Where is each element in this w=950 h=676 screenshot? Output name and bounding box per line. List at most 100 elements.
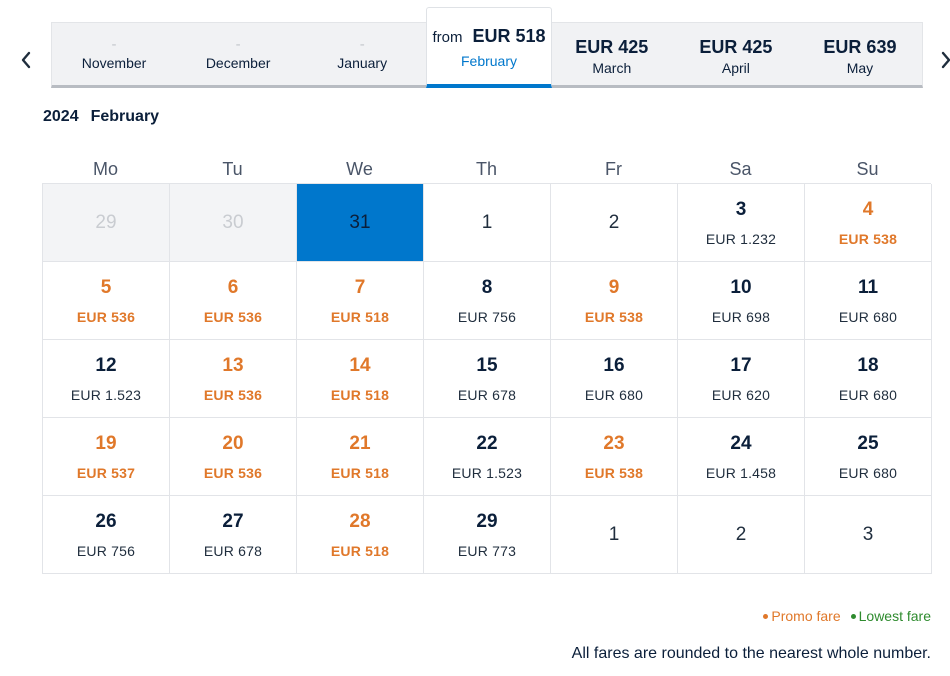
day-cell[interactable]: 15 EUR 678 <box>424 340 551 418</box>
calendar-heading: 2024 February <box>43 108 171 126</box>
day-cell[interactable]: 2 <box>678 496 805 574</box>
month-name: January <box>337 55 388 71</box>
weekday-label: Tu <box>222 159 243 179</box>
day-cell[interactable]: 4 EUR 538 <box>805 184 932 262</box>
day-cell[interactable]: 23 EUR 538 <box>551 418 678 496</box>
day-number: 29 <box>95 211 117 233</box>
month-name: February <box>460 53 518 69</box>
next-month-button[interactable] <box>936 44 950 76</box>
day-number: 18 <box>857 354 879 376</box>
month-price: - <box>235 36 241 53</box>
day-fare: EUR 538 <box>838 230 898 247</box>
day-cell[interactable]: 27 EUR 678 <box>170 496 297 574</box>
day-number: 12 <box>95 354 117 376</box>
month-price: EUR 425 <box>575 37 649 57</box>
day-number: 7 <box>354 276 366 298</box>
weekday-label: Mo <box>92 159 118 179</box>
day-fare: EUR 1.232 <box>705 230 777 247</box>
day-cell[interactable]: 12 EUR 1.523 <box>43 340 170 418</box>
day-cell[interactable]: 29 EUR 773 <box>424 496 551 574</box>
month-name: May <box>846 60 874 76</box>
day-fare: EUR 536 <box>203 464 263 481</box>
month-tab-may[interactable]: EUR 639 May <box>798 23 922 85</box>
day-number: 31 <box>349 211 371 233</box>
day-fare: EUR 698 <box>711 308 771 325</box>
promo-dot-icon <box>763 613 769 619</box>
day-cell[interactable]: 31 <box>297 184 424 262</box>
day-fare: EUR 537 <box>76 464 136 481</box>
legend-promo-label: Promo fare <box>771 608 841 624</box>
month-tab-april[interactable]: EUR 425 April <box>674 23 798 85</box>
day-cell[interactable]: 28 EUR 518 <box>297 496 424 574</box>
day-number: 26 <box>95 510 117 532</box>
legend-promo: Promo fare <box>763 608 841 624</box>
month-name: March <box>592 60 632 76</box>
month-name: December <box>205 55 271 71</box>
weekday-label: Su <box>856 159 879 179</box>
day-cell: 30 <box>170 184 297 262</box>
month-price: EUR 425 <box>699 37 773 57</box>
month-tab-november[interactable]: - November <box>52 23 176 85</box>
month-name: November <box>81 55 147 71</box>
day-cell[interactable]: 10 EUR 698 <box>678 262 805 340</box>
weekday-label: Sa <box>729 159 752 179</box>
day-cell[interactable]: 2 <box>551 184 678 262</box>
day-number: 13 <box>222 354 244 376</box>
day-fare: EUR 680 <box>838 308 898 325</box>
day-fare: EUR 518 <box>330 386 390 403</box>
day-number: 21 <box>349 432 371 454</box>
calendar-year: 2024 <box>43 108 79 125</box>
month-price: - <box>111 36 117 53</box>
day-number: 14 <box>349 354 371 376</box>
day-cell[interactable]: 1 <box>424 184 551 262</box>
day-cell[interactable]: 7 EUR 518 <box>297 262 424 340</box>
day-number: 19 <box>95 432 117 454</box>
day-cell[interactable]: 19 EUR 537 <box>43 418 170 496</box>
chevron-left-icon <box>21 51 31 69</box>
day-number: 29 <box>476 510 498 532</box>
lowest-dot-icon <box>850 613 856 619</box>
day-number: 2 <box>608 211 620 233</box>
month-tab-march[interactable]: EUR 425 March <box>550 23 674 85</box>
day-cell[interactable]: 3 EUR 1.232 <box>678 184 805 262</box>
day-cell[interactable]: 11 EUR 680 <box>805 262 932 340</box>
weekday-label: Th <box>475 159 497 179</box>
day-fare: EUR 773 <box>457 542 517 559</box>
weekday-header: Mo Tu We Th Fr Sa Su <box>42 155 931 183</box>
day-number: 6 <box>227 276 239 298</box>
day-fare: EUR 678 <box>203 542 263 559</box>
day-cell[interactable]: 24 EUR 1.458 <box>678 418 805 496</box>
day-number: 5 <box>100 276 112 298</box>
day-cell[interactable]: 8 EUR 756 <box>424 262 551 340</box>
day-cell[interactable]: 14 EUR 518 <box>297 340 424 418</box>
day-number: 22 <box>476 432 498 454</box>
day-number: 2 <box>735 523 747 545</box>
chevron-right-icon <box>941 51 950 69</box>
previous-month-button[interactable] <box>16 44 36 76</box>
day-cell[interactable]: 5 EUR 536 <box>43 262 170 340</box>
day-cell[interactable]: 18 EUR 680 <box>805 340 932 418</box>
day-cell[interactable]: 17 EUR 620 <box>678 340 805 418</box>
day-cell[interactable]: 16 EUR 680 <box>551 340 678 418</box>
day-fare: EUR 538 <box>584 308 644 325</box>
month-tab-january[interactable]: - January <box>300 23 424 85</box>
month-tab-february[interactable]: from EUR 518 February <box>426 7 552 88</box>
day-cell[interactable]: 1 <box>551 496 678 574</box>
calendar-month: February <box>90 108 160 125</box>
day-number: 27 <box>222 510 244 532</box>
day-cell[interactable]: 9 EUR 538 <box>551 262 678 340</box>
day-number: 17 <box>730 354 752 376</box>
month-tab-december[interactable]: - December <box>176 23 300 85</box>
day-cell[interactable]: 26 EUR 756 <box>43 496 170 574</box>
day-cell[interactable]: 3 <box>805 496 932 574</box>
day-cell[interactable]: 6 EUR 536 <box>170 262 297 340</box>
day-cell[interactable]: 20 EUR 536 <box>170 418 297 496</box>
day-cell[interactable]: 21 EUR 518 <box>297 418 424 496</box>
day-cell[interactable]: 25 EUR 680 <box>805 418 932 496</box>
day-fare: EUR 620 <box>711 386 771 403</box>
day-fare: EUR 680 <box>838 464 898 481</box>
day-number: 3 <box>862 523 874 545</box>
weekday-label: Fr <box>605 159 622 179</box>
day-cell[interactable]: 13 EUR 536 <box>170 340 297 418</box>
day-cell[interactable]: 22 EUR 1.523 <box>424 418 551 496</box>
